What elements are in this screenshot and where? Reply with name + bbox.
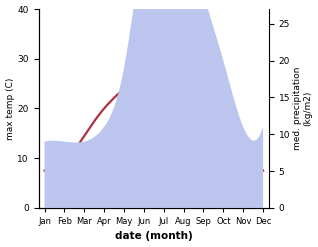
X-axis label: date (month): date (month) xyxy=(115,231,193,242)
Y-axis label: max temp (C): max temp (C) xyxy=(5,77,15,140)
Y-axis label: med. precipitation
(kg/m2): med. precipitation (kg/m2) xyxy=(293,67,313,150)
